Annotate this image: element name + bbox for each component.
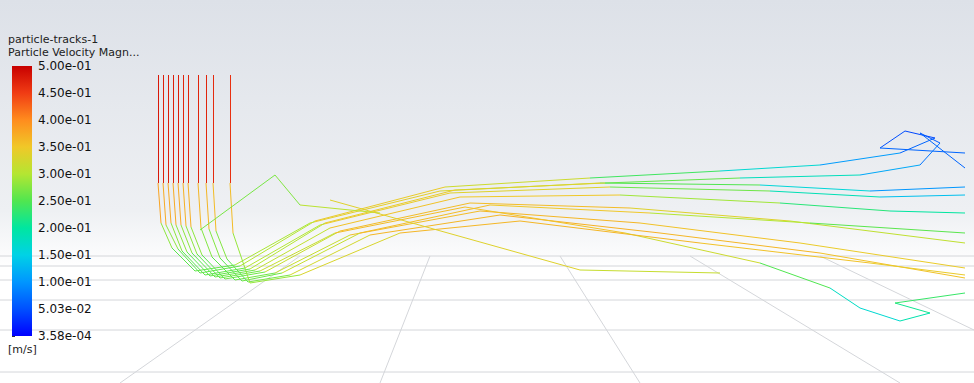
svg-text:2.50e-01: 2.50e-01	[38, 194, 92, 208]
svg-text:4.00e-01: 4.00e-01	[38, 113, 92, 127]
svg-text:2.00e-01: 2.00e-01	[38, 221, 92, 235]
svg-text:[m/s]: [m/s]	[8, 343, 37, 356]
svg-text:3.50e-01: 3.50e-01	[38, 140, 92, 154]
svg-text:5.00e-01: 5.00e-01	[38, 59, 92, 73]
svg-text:4.50e-01: 4.50e-01	[38, 86, 92, 100]
svg-text:3.58e-04: 3.58e-04	[38, 329, 92, 343]
svg-text:particle-tracks-1: particle-tracks-1	[8, 33, 98, 46]
svg-text:1.50e-01: 1.50e-01	[38, 248, 92, 262]
svg-text:1.00e-01: 1.00e-01	[38, 275, 92, 289]
svg-text:Particle Velocity Magn...: Particle Velocity Magn...	[8, 46, 139, 59]
svg-text:3.00e-01: 3.00e-01	[38, 167, 92, 181]
svg-text:5.03e-02: 5.03e-02	[38, 302, 92, 316]
